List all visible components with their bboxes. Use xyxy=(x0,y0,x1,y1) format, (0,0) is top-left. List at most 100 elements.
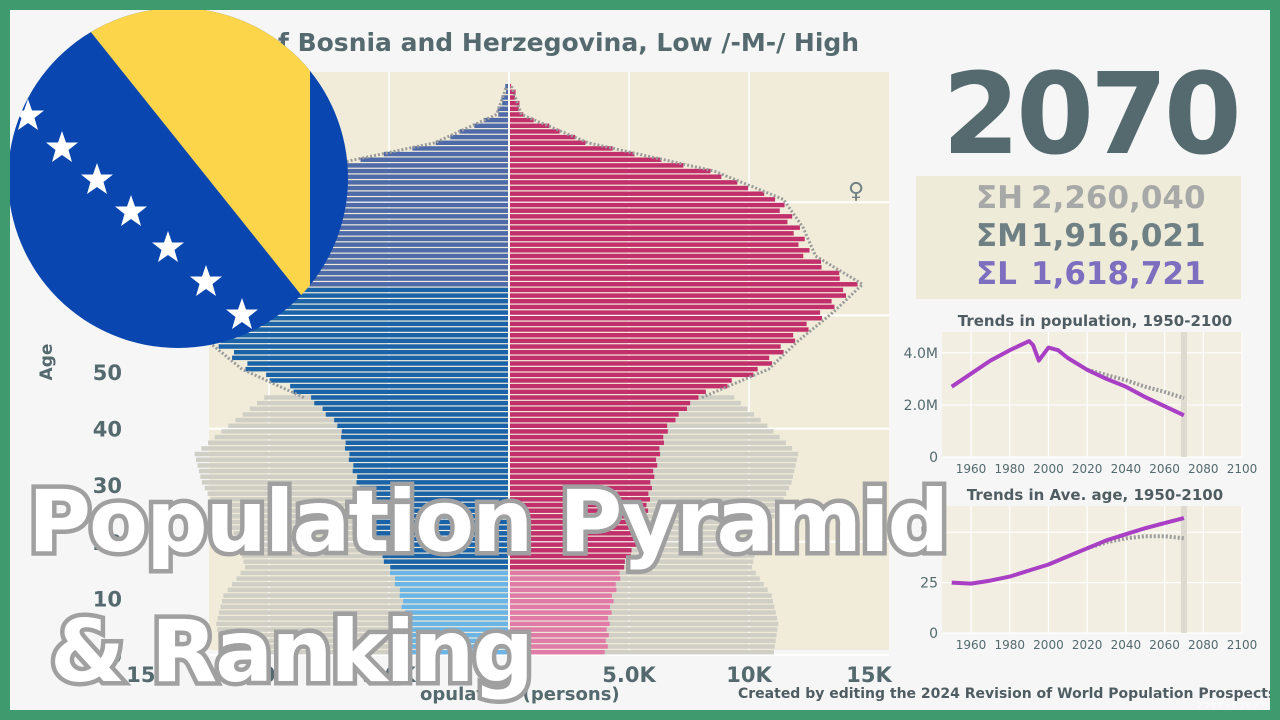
trend-y-tick-label: 0 xyxy=(929,450,938,466)
male-bar xyxy=(205,293,509,298)
male-bar xyxy=(233,349,509,355)
female-bar xyxy=(510,316,822,321)
trend-y-tick-label: 50 xyxy=(920,525,938,541)
male-bar xyxy=(341,434,509,440)
male-bar xyxy=(497,106,509,112)
female-bar xyxy=(510,559,625,564)
female-bar xyxy=(510,610,612,615)
female-bar xyxy=(510,531,643,536)
chart-title: f Bosnia and Herzegovina, Low /-M-/ High xyxy=(278,28,859,57)
male-bar xyxy=(361,508,509,513)
female-bar xyxy=(510,519,646,525)
female-bar xyxy=(510,576,621,581)
pyramid-x-tick-label: 15K xyxy=(846,663,892,687)
male-bar xyxy=(332,163,509,168)
male-bar xyxy=(390,570,509,576)
trend-pop-chart: 1960 1980 2000 2020 2040 2060 2080 2100 0 2.0M 4.0… xyxy=(904,332,1257,476)
ghost-bar-male xyxy=(200,474,510,479)
male-bar xyxy=(195,310,509,315)
female-bar xyxy=(510,202,785,208)
male-bar xyxy=(407,621,509,627)
male-bar xyxy=(501,95,509,100)
trend-x-tick-label: 2040 xyxy=(1111,638,1142,652)
female-bar xyxy=(510,276,840,281)
trend-y-tick-label: 2.0M xyxy=(904,398,938,414)
female-bar xyxy=(510,497,651,502)
female-bar xyxy=(510,174,722,179)
ghost-bar-female xyxy=(509,559,754,564)
ghost-bar-female xyxy=(509,649,774,655)
total-high-value: 2,260,040 xyxy=(1031,180,1206,216)
female-bar xyxy=(510,463,658,468)
pyramid-ghost-dashed-lines xyxy=(188,85,865,399)
pyramid-x-tick-label: 10K xyxy=(726,663,772,687)
male-bar xyxy=(403,615,509,621)
male-bar xyxy=(435,140,509,145)
overlay-title-line2: & Ranking xyxy=(46,598,539,707)
ghost-bar-female xyxy=(509,553,755,559)
female-bar xyxy=(510,253,804,259)
male-bar xyxy=(357,491,509,496)
trend-x-tick-label: 2060 xyxy=(1149,462,1180,476)
ghost-bar-male xyxy=(221,599,509,604)
trend-x-tick-label: 2000 xyxy=(1033,462,1064,476)
trend-x-tick-label: 2100 xyxy=(1227,638,1258,652)
female-bar xyxy=(510,536,639,542)
chart-canvas: f Bosnia and Herzegovina, Low /-M-/ High… xyxy=(10,10,1270,710)
male-bar xyxy=(349,451,509,457)
female-bar xyxy=(510,146,613,151)
female-bar xyxy=(510,83,512,89)
male-bar xyxy=(204,265,509,270)
female-bar xyxy=(510,338,796,344)
pyramid-x-tick-label: 10K xyxy=(246,663,292,687)
male-bar xyxy=(352,468,509,474)
female-bar xyxy=(510,587,617,593)
male-bar xyxy=(502,100,509,106)
female-bar xyxy=(510,644,608,649)
female-bar xyxy=(510,429,668,434)
female-bar xyxy=(510,638,606,644)
x-axis-label: opulation (persons) xyxy=(420,684,620,705)
ghost-bar-male xyxy=(223,593,509,598)
male-bar xyxy=(279,180,509,185)
male-bar xyxy=(219,219,509,225)
ghost-bar-female xyxy=(509,593,772,598)
male-bar xyxy=(231,214,509,219)
male-bar xyxy=(404,649,509,655)
female-bar xyxy=(510,259,822,264)
male-bar xyxy=(483,117,509,123)
trend-x-tick-label: 1960 xyxy=(956,462,987,476)
male-bar xyxy=(311,395,509,400)
female-bar xyxy=(510,485,652,491)
main-svg: f Bosnia and Herzegovina, Low /-M-/ High… xyxy=(10,10,1258,705)
male-bar xyxy=(360,514,509,519)
female-bar xyxy=(510,310,821,315)
female-bar xyxy=(510,565,625,570)
male-bar xyxy=(245,366,510,372)
female-bar xyxy=(510,604,610,610)
ghost-bar-male xyxy=(240,548,509,553)
male-bar xyxy=(348,457,509,462)
male-bar xyxy=(459,129,509,134)
male-bar xyxy=(401,604,509,610)
male-bar xyxy=(213,327,510,332)
male-bar xyxy=(199,276,509,281)
female-bar xyxy=(510,327,809,332)
total-low-label: ΣL xyxy=(976,256,1017,292)
trend-x-tick-label: 2040 xyxy=(1111,462,1142,476)
ghost-bar-female xyxy=(509,621,779,627)
female-bar xyxy=(510,106,519,112)
male-bar xyxy=(206,282,509,287)
male-bar xyxy=(212,242,510,247)
total-medium: ΣM1,916,021 xyxy=(976,218,1206,254)
female-bar xyxy=(510,474,655,479)
female-bar xyxy=(510,372,754,378)
trend-x-tick-label: 1980 xyxy=(994,462,1025,476)
male-bar xyxy=(220,338,509,344)
male-bar xyxy=(251,191,509,196)
female-bar xyxy=(510,321,807,327)
female-bar xyxy=(510,621,610,627)
ghost-bar-female xyxy=(509,570,756,576)
female-bar xyxy=(510,378,732,383)
male-bar xyxy=(376,548,509,553)
